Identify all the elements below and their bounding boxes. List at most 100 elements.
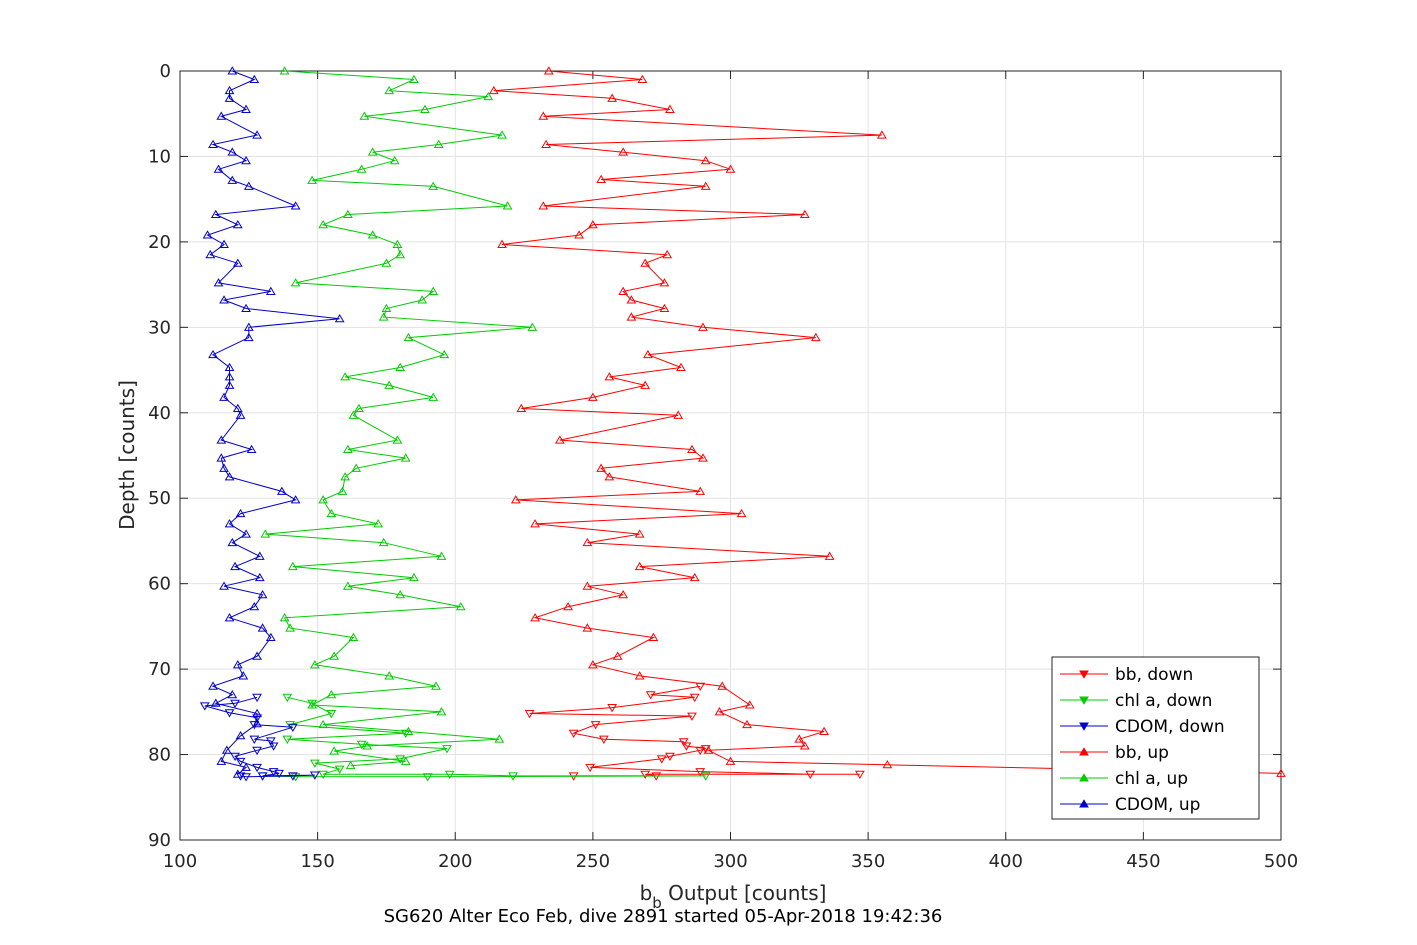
data-point [351, 463, 362, 472]
data-point [436, 707, 447, 716]
data-point [287, 772, 298, 781]
data-point [216, 111, 227, 120]
data-point [574, 230, 584, 239]
series-line [206, 70, 340, 775]
data-point [367, 147, 378, 156]
data-point [618, 589, 629, 599]
x-tick-label: 150 [300, 851, 334, 872]
data-point [392, 239, 403, 248]
data-point [530, 613, 540, 622]
data-point [656, 755, 667, 764]
data-point [235, 508, 246, 518]
data-point [252, 708, 262, 718]
grid [179, 70, 1282, 841]
data-point [230, 752, 240, 762]
data-point [378, 312, 389, 321]
data-point [252, 130, 262, 139]
data-point [254, 551, 265, 560]
data-point [290, 495, 301, 504]
series-bb-down [524, 682, 865, 781]
data-point [810, 332, 821, 342]
data-point [199, 702, 210, 711]
data-point [260, 529, 271, 538]
x-tick-label: 500 [1264, 851, 1298, 872]
data-point [235, 772, 246, 781]
data-point [497, 130, 507, 139]
data-point [318, 770, 329, 779]
data-point [287, 561, 298, 571]
data-point [290, 201, 301, 210]
legend-swatch-marker [1079, 773, 1089, 782]
data-point [689, 572, 700, 582]
data-point [618, 147, 629, 156]
data-point [502, 201, 513, 210]
data-point [687, 444, 697, 454]
data-point [230, 699, 240, 709]
data-point [877, 130, 887, 139]
data-point [367, 230, 378, 239]
data-point [640, 770, 651, 779]
data-point [488, 85, 499, 95]
data-point [208, 139, 218, 148]
data-point [249, 74, 260, 84]
data-point [235, 410, 246, 419]
data-point [356, 164, 367, 173]
data-point [433, 139, 444, 148]
x-tick-label: 300 [713, 851, 747, 872]
data-point [334, 765, 345, 774]
data-point [659, 278, 670, 287]
data-point [554, 435, 565, 444]
data-point [241, 773, 251, 782]
data-point [252, 651, 262, 660]
legend-entry: CDOM, up [1060, 795, 1200, 815]
data-point [224, 372, 235, 381]
data-point [596, 174, 607, 184]
legend-swatch-marker [1079, 696, 1089, 705]
data-point [689, 693, 700, 703]
data-point [634, 561, 645, 571]
data-point [329, 746, 340, 755]
data-point [318, 719, 329, 729]
data-point [508, 772, 518, 781]
data-point [243, 332, 254, 342]
x-axis-label-main: b [640, 881, 653, 905]
legend-label: CDOM, up [1115, 795, 1200, 815]
legend: bb, down chl a, down CDOM, down bb, up chl a… [1051, 656, 1260, 820]
series-line [493, 70, 1282, 774]
data-point [334, 314, 345, 323]
legend-entry: bb, up [1060, 743, 1169, 763]
series-line [204, 696, 315, 778]
data-point [582, 623, 593, 632]
data-point [744, 700, 755, 709]
x-axis-label: bb Output [counts] [640, 881, 827, 912]
data-point [681, 742, 692, 751]
data-point [819, 726, 829, 735]
data-point [290, 278, 301, 287]
data-point [216, 756, 227, 765]
y-tick-label: 70 [148, 659, 171, 680]
x-tick-label: 200 [438, 851, 472, 872]
data-point [436, 551, 447, 560]
data-point [238, 671, 249, 680]
data-point [224, 472, 235, 481]
data-point [439, 349, 450, 359]
data-point [643, 349, 653, 359]
data-point [420, 104, 430, 113]
data-point [224, 362, 235, 371]
data-point [249, 721, 260, 730]
data-point [799, 209, 810, 219]
series-cdom-up [202, 66, 345, 778]
series-group [199, 66, 1286, 782]
data-point [249, 601, 260, 611]
data-point [208, 681, 218, 690]
data-point [395, 362, 406, 371]
legend-label: bb, up [1115, 743, 1169, 763]
data-point [530, 519, 540, 528]
data-point [717, 681, 728, 690]
data-point [254, 572, 265, 582]
data-point [282, 735, 293, 744]
data-point [599, 735, 609, 744]
data-point [287, 723, 298, 732]
data-point [252, 693, 262, 703]
data-point [326, 710, 337, 719]
